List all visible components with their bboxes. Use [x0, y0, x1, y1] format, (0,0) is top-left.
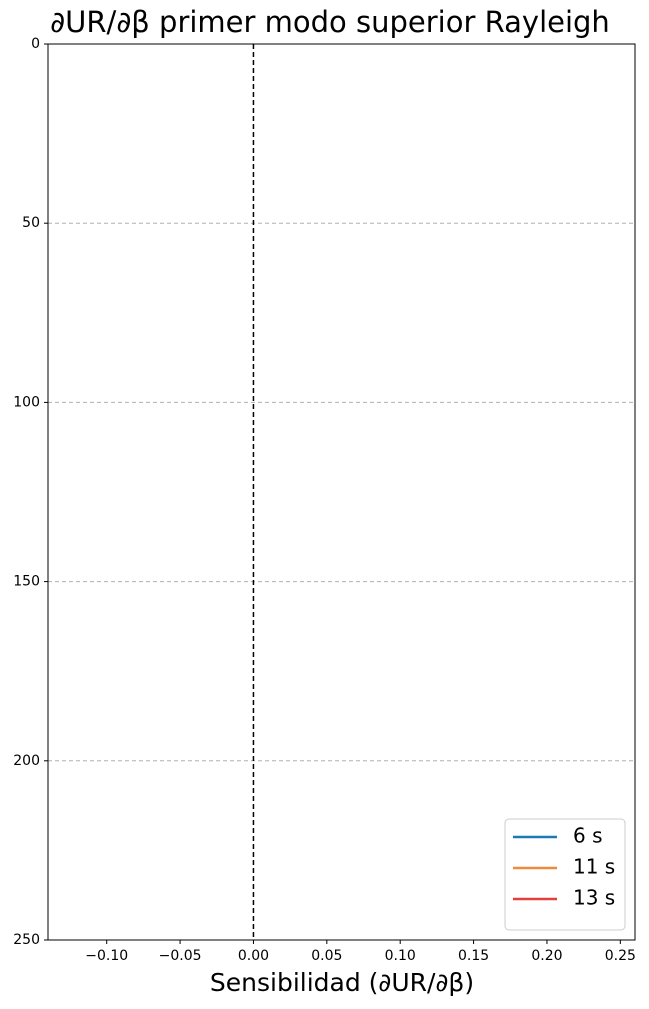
- x-tick-label: 0.10: [385, 948, 416, 964]
- y-tick-label: 150: [13, 574, 40, 590]
- plot-frame: [47, 43, 636, 941]
- legend-box: [504, 818, 626, 931]
- x-tick-label: 0.15: [458, 948, 489, 964]
- x-tick-label: 0.20: [531, 948, 562, 964]
- x-tick-label: 0.05: [311, 948, 342, 964]
- y-tick-label: 50: [22, 215, 40, 231]
- chart-title: ∂UR/∂β primer modo superior Rayleigh: [50, 5, 610, 39]
- legend-label: 11 s: [573, 855, 615, 879]
- x-axis-label: Sensibilidad (∂UR/∂β): [210, 968, 474, 997]
- y-tick-label: 200: [13, 753, 40, 769]
- y-tick-label: 0: [31, 36, 40, 52]
- y-tick-label: 250: [13, 932, 40, 948]
- x-tick-label: −0.05: [159, 948, 202, 964]
- y-tick-label: 100: [13, 394, 40, 410]
- x-tick-label: −0.10: [85, 948, 128, 964]
- legend-label: 13 s: [573, 886, 615, 910]
- x-tick-label: 0.25: [605, 948, 636, 964]
- legend-label: 6 s: [573, 824, 603, 848]
- x-tick-label: 0.00: [238, 948, 269, 964]
